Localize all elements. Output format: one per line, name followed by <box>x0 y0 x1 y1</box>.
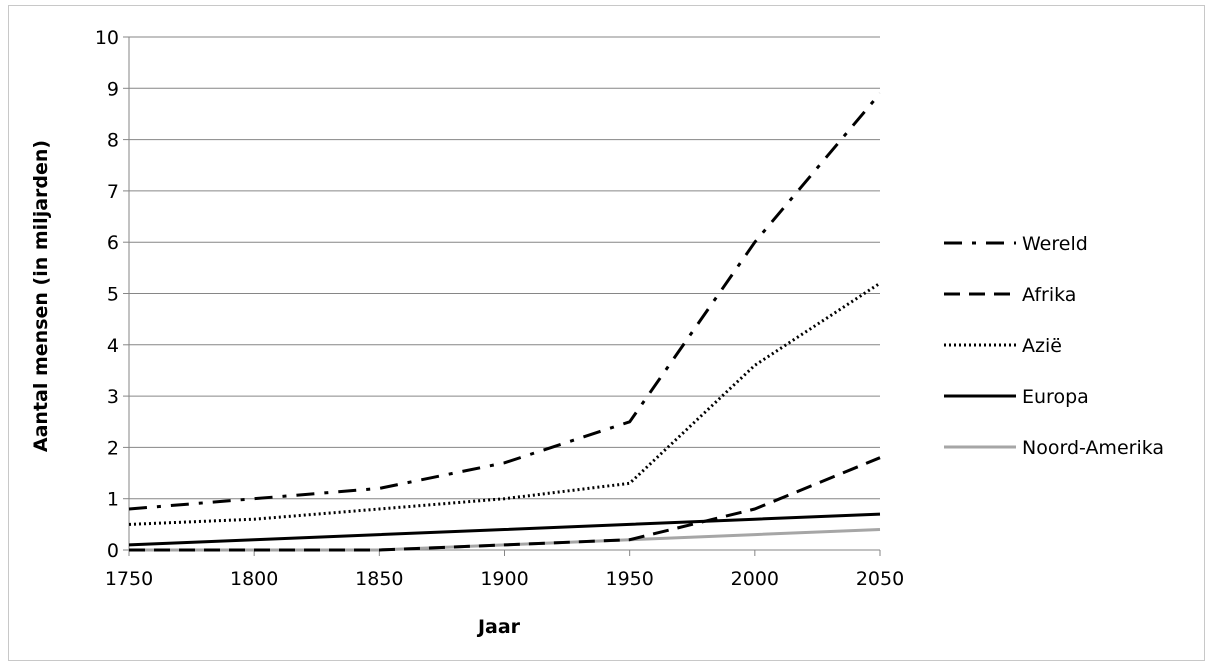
series-line-afrika <box>129 456 881 552</box>
y-tick-label: 4 <box>107 335 119 357</box>
legend-label: Azië <box>1022 335 1062 357</box>
axes: 0 1 2 3 4 5 6 7 8 9 10 1750 1800 1850 1900 1950 2000 2050 <box>95 27 904 590</box>
line-chart: 0 1 2 3 4 5 6 7 8 9 10 1750 1800 1850 1900 1950 2000 2050… <box>30 27 1164 638</box>
legend-label: Wereld <box>1022 233 1088 255</box>
y-axis-title: Aantal mensen (in miljarden) <box>30 140 52 452</box>
series-line-europa <box>128 512 881 547</box>
legend-label: Noord-Amerika <box>1022 437 1164 459</box>
y-tick-label: 1 <box>107 489 119 511</box>
legend-label: Europa <box>1022 386 1089 408</box>
series-line-wereld <box>128 92 882 511</box>
legend-label: Afrika <box>1022 284 1076 306</box>
y-tick-label: 7 <box>107 181 119 203</box>
y-tick-label: 9 <box>107 78 119 100</box>
x-axis-title: Jaar <box>476 616 521 638</box>
x-tick-label: 1850 <box>355 568 403 590</box>
y-tick-label: 8 <box>107 130 119 152</box>
y-tick-label: 6 <box>107 232 119 254</box>
y-tick-label: 3 <box>107 386 119 408</box>
gridlines <box>129 36 880 500</box>
y-tick-label: 0 <box>107 540 119 562</box>
y-tick-label: 10 <box>95 27 119 49</box>
series-line-azi- <box>128 281 881 526</box>
y-tick-label: 2 <box>107 437 119 459</box>
y-tick-label: 5 <box>107 284 119 306</box>
chart-frame: 0 1 2 3 4 5 6 7 8 9 10 1750 1800 1850 1900 1950 2000 2050… <box>8 5 1205 661</box>
x-tick-label: 2000 <box>731 568 779 590</box>
x-tick-label: 1750 <box>105 568 153 590</box>
x-tick-label: 1900 <box>480 568 528 590</box>
x-tick-label: 1800 <box>230 568 278 590</box>
series-lines <box>128 92 882 552</box>
x-tick-label: 1950 <box>605 568 653 590</box>
x-tick-label: 2050 <box>856 568 904 590</box>
legend: Wereld Afrika Azië Europa Noord-Amerika <box>944 233 1164 459</box>
